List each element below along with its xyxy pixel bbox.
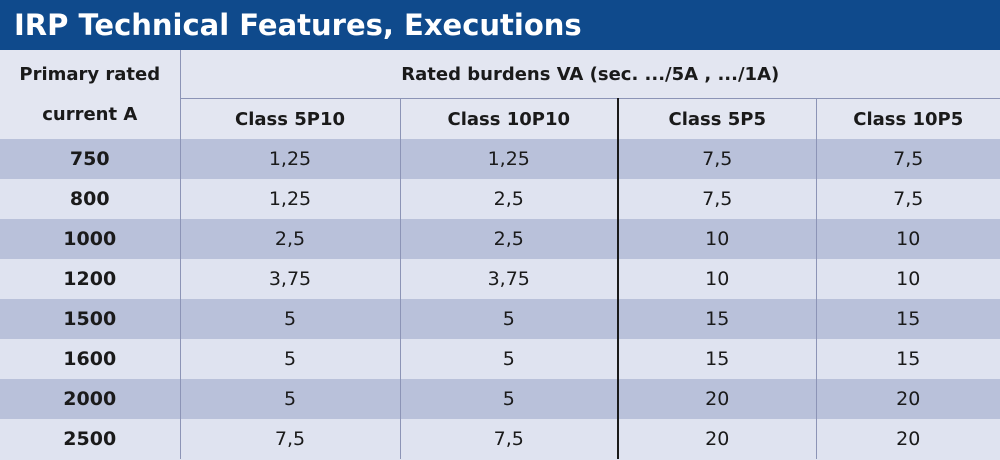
- burden-cell: 7,5: [400, 419, 619, 459]
- primary-current-header: Primary rated current A: [0, 50, 181, 139]
- table-row: 1000 2,5 2,5 10 10: [0, 219, 1000, 259]
- page-title: IRP Technical Features, Executions: [0, 0, 1000, 50]
- burden-cell: 5: [180, 379, 401, 419]
- burden-cell: 3,75: [180, 259, 401, 299]
- burden-cell: 15: [618, 339, 817, 379]
- table-row: 750 1,25 1,25 7,5 7,5: [0, 139, 1000, 179]
- burden-cell: 15: [896, 348, 921, 370]
- burden-cell: 2,5: [400, 219, 619, 259]
- primary-current-cell: 1000: [0, 219, 181, 259]
- primary-current-header-line1: Primary rated: [19, 63, 161, 85]
- table-row: 1600 5 5 15 15: [0, 339, 1000, 379]
- primary-current-cell: 1500: [0, 299, 181, 339]
- burden-cell: 7,5: [180, 419, 401, 459]
- primary-current-cell: 1600: [0, 339, 181, 379]
- burden-cell: 2,5: [400, 179, 619, 219]
- rated-burdens-header: Rated burdens VA (sec. .../5A , .../1A): [180, 50, 1000, 99]
- burden-cell: 1,25: [400, 139, 619, 179]
- burden-cell: 10: [618, 259, 817, 299]
- burden-cell: 10: [896, 268, 921, 290]
- burden-cell: 7,5: [618, 179, 817, 219]
- burden-cell: 15: [896, 308, 921, 330]
- burden-cell: 5: [180, 299, 401, 339]
- primary-current-cell: 750: [0, 139, 181, 179]
- burden-cell: 20: [896, 428, 921, 450]
- primary-current-header-line2: current A: [42, 103, 138, 125]
- class-10p5-header: Class 10P5: [816, 98, 1000, 139]
- burden-cell: 7,5: [893, 148, 924, 170]
- burden-cell: 1,25: [180, 139, 401, 179]
- burden-cell: 10: [896, 228, 921, 250]
- burden-cell: 2,5: [180, 219, 401, 259]
- burden-cell: 3,75: [400, 259, 619, 299]
- burden-cell: 5: [400, 299, 619, 339]
- burden-cell: 20: [618, 379, 817, 419]
- table-row: 1200 3,75 3,75 10 10: [0, 259, 1000, 299]
- burden-cell: 15: [618, 299, 817, 339]
- class-10p10-header: Class 10P10: [400, 98, 619, 139]
- burden-cell: 20: [896, 388, 921, 410]
- burden-cell: 5: [400, 339, 619, 379]
- burden-cell: 1,25: [180, 179, 401, 219]
- primary-current-cell: 2500: [0, 419, 181, 459]
- primary-current-cell: 2000: [0, 379, 181, 419]
- primary-current-cell: 800: [0, 179, 181, 219]
- table-row: 2000 5 5 20 20: [0, 379, 1000, 419]
- burden-cell: 5: [180, 339, 401, 379]
- class-5p10-header: Class 5P10: [180, 98, 401, 139]
- burden-cell: 10: [618, 219, 817, 259]
- table-row: 1500 5 5 15 15: [0, 299, 1000, 339]
- burden-table: Primary rated current A Rated burdens VA…: [0, 50, 1000, 459]
- burden-cell: 5: [400, 379, 619, 419]
- primary-current-cell: 1200: [0, 259, 181, 299]
- class-5p5-header: Class 5P5: [618, 98, 817, 139]
- table-row: 2500 7,5 7,5 20 20: [0, 419, 1000, 459]
- burden-cell: 20: [618, 419, 817, 459]
- burden-cell: 7,5: [618, 139, 817, 179]
- table-row: 800 1,25 2,5 7,5 7,5: [0, 179, 1000, 219]
- burden-cell: 7,5: [893, 188, 924, 210]
